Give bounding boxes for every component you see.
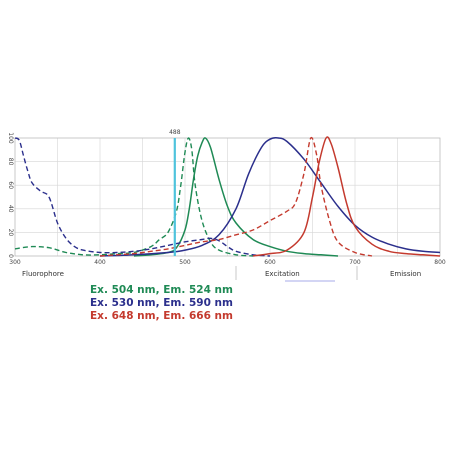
y-axis-ticks: 100 80 60 40 20 0 bbox=[7, 132, 14, 258]
x-axis-ticks: 300 400 500 600 700 800 bbox=[9, 259, 446, 266]
x-tick-label: 500 bbox=[179, 259, 191, 266]
x-tick-label: 300 bbox=[9, 259, 21, 266]
y-tick-label: 20 bbox=[7, 229, 14, 237]
x-tick-label: 400 bbox=[94, 259, 106, 266]
y-tick-label: 0 bbox=[7, 254, 14, 258]
excitation-curve-3 bbox=[99, 136, 373, 257]
legend-entry: Ex. 504 nm, Em. 524 nm bbox=[90, 284, 233, 296]
laser-label: 488 bbox=[169, 129, 181, 136]
header-label-emission: Emission bbox=[390, 270, 421, 278]
y-tick-label: 100 bbox=[7, 132, 14, 144]
plot-frame bbox=[14, 137, 441, 257]
y-tick-label: 80 bbox=[7, 158, 14, 166]
x-tick-label: 600 bbox=[264, 259, 276, 266]
y-tick-label: 40 bbox=[7, 205, 14, 213]
y-tick-label: 60 bbox=[7, 181, 14, 189]
excitation-curve-2 bbox=[14, 137, 271, 257]
x-tick-label: 700 bbox=[349, 259, 361, 266]
header-bar: Fluorophore Excitation Emission bbox=[22, 266, 421, 282]
emission-curve-2 bbox=[99, 137, 441, 257]
plot-grid bbox=[15, 138, 440, 256]
emission-curve-1 bbox=[133, 137, 339, 257]
legend-entry: Ex. 648 nm, Em. 666 nm bbox=[90, 310, 233, 322]
legend-entry: Ex. 530 nm, Em. 590 nm bbox=[90, 297, 233, 309]
header-label-excitation: Excitation bbox=[265, 270, 300, 278]
curves bbox=[14, 136, 441, 257]
header-label-fluorophore: Fluorophore bbox=[22, 270, 64, 278]
excitation-curve-1 bbox=[14, 137, 254, 257]
x-tick-label: 800 bbox=[434, 259, 446, 266]
emission-curve-3 bbox=[252, 136, 441, 257]
